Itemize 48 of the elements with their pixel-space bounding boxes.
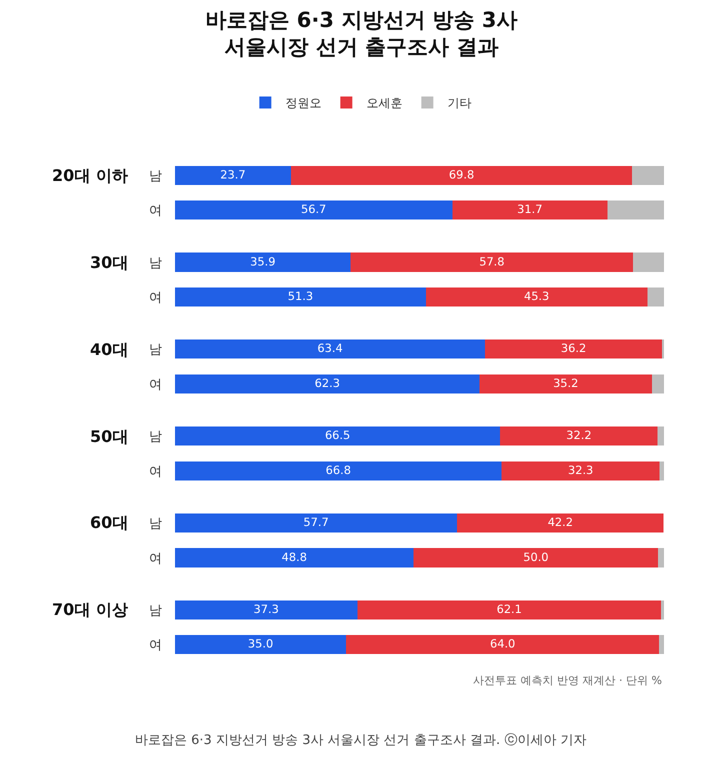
y-tick-label: 남 [149,603,162,618]
data-label: 35.0 [248,636,274,651]
data-label: 23.7 [220,167,246,182]
data-label: 57.7 [303,515,329,530]
data-label: 32.2 [566,428,592,442]
data-label: 69.8 [448,167,474,182]
data-label: 50.0 [523,550,549,564]
legend-label: 정원오 [285,96,322,110]
text: 20대 이하 [52,166,128,185]
y-tick-label: 여 [149,551,162,566]
chart-title: 바로잡은 6·3 지방선거 방송 3사 서울시장 선거 출구조사 결과 [205,8,518,60]
legend-label: 오세훈 [366,96,402,110]
data-label: 56.7 [300,202,326,216]
data-label: 66.8 [326,462,351,477]
data-label: 36.2 [560,341,586,356]
text: 30대 [90,253,128,272]
data-label: 35.2 [553,376,578,390]
text: 50대 [90,427,128,446]
y-tick-label: 남 [149,430,162,445]
data-label: 64.0 [490,636,516,651]
data-label: 37.3 [254,602,279,616]
data-label: 63.4 [317,341,343,356]
y-tick-label: 남 [149,342,162,358]
text: 60대 [90,513,128,532]
text: 사전투표 예측치 반영 재계산 · 단위 % [473,674,662,687]
data-label: 48.8 [282,550,307,564]
text: 70대 이상 [52,600,128,619]
data-label: 62.1 [496,602,522,616]
text: 바로잡은 6·3 지방선거 방송 3사 서울시장 선거 출구조사 결과. ⓒ이세아 기자 [135,733,586,748]
y-tick-label: 여 [149,638,162,654]
legend-label: 기타 [447,96,472,110]
data-label: 66.5 [324,428,350,442]
y-tick-label: 여 [149,204,162,219]
y-tick-label: 여 [149,377,162,392]
data-label: 45.3 [524,289,550,304]
data-label: 62.3 [314,376,340,390]
text: 40대 [90,340,128,359]
data-label: 35.9 [250,254,276,268]
data-label: 31.7 [517,202,542,216]
y-tick-label: 남 [149,516,162,532]
data-label: 42.2 [548,515,573,530]
y-tick-label: 남 [149,256,162,271]
y-tick-label: 여 [149,290,162,306]
data-label: 51.3 [288,289,314,304]
data-label: 57.8 [479,254,505,268]
data-label: 32.3 [568,462,594,477]
y-tick-label: 남 [149,168,162,184]
y-tick-label: 여 [149,464,162,480]
